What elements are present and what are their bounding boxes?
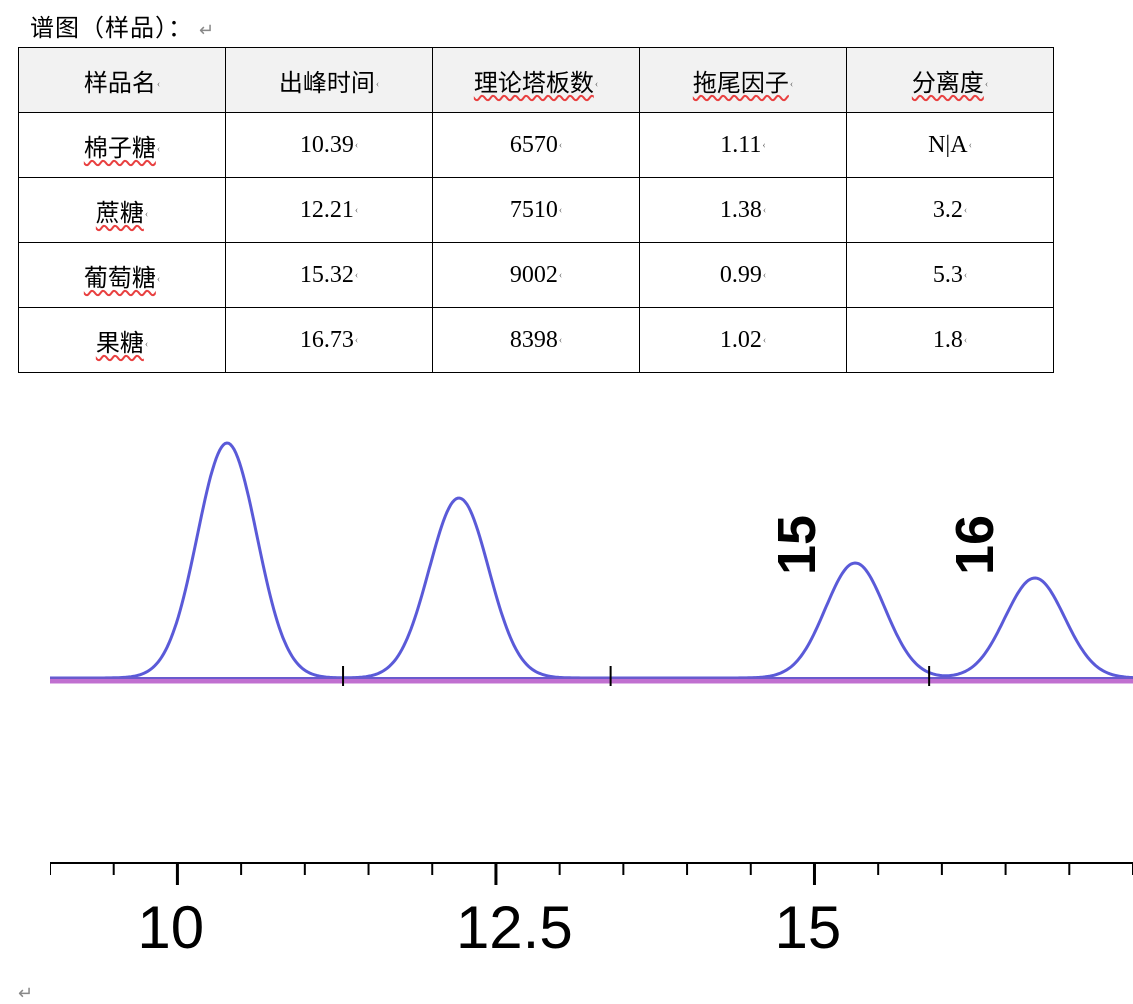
th-tailing: 拖尾因子‹	[640, 48, 847, 113]
table-cell: 1.38‹	[640, 178, 847, 243]
table-cell: 0.99‹	[640, 243, 847, 308]
chromatography-table: 样品名‹ 出峰时间‹ 理论塔板数‹ 拖尾因子‹ 分离度‹ 棉子糖‹10.39‹6…	[18, 47, 1054, 373]
table-row: 葡萄糖‹15.32‹9002‹0.99‹5.3‹	[19, 243, 1054, 308]
table-cell: 蔗糖‹	[19, 178, 226, 243]
table-row: 果糖‹16.73‹8398‹1.02‹1.8‹	[19, 308, 1054, 373]
table-cell: 9002‹	[433, 243, 640, 308]
table-cell: 1.8‹	[847, 308, 1054, 373]
table-cell: 10.39‹	[226, 113, 433, 178]
th-rt: 出峰时间‹	[226, 48, 433, 113]
table-cell: 12.21‹	[226, 178, 433, 243]
axis-tick-label: 12.5	[456, 893, 573, 962]
table-row: 棉子糖‹10.39‹6570‹1.11‹N|A‹	[19, 113, 1054, 178]
table-cell: 1.02‹	[640, 308, 847, 373]
table-cell: 葡萄糖‹	[19, 243, 226, 308]
table-header-row: 样品名‹ 出峰时间‹ 理论塔板数‹ 拖尾因子‹ 分离度‹	[19, 48, 1054, 113]
table-cell: 棉子糖‹	[19, 113, 226, 178]
table-body: 棉子糖‹10.39‹6570‹1.11‹N|A‹蔗糖‹12.21‹7510‹1.…	[19, 113, 1054, 373]
peak-retention-label: 15	[766, 515, 828, 575]
table-cell: N|A‹	[847, 113, 1054, 178]
th-plates: 理论塔板数‹	[433, 48, 640, 113]
paragraph-mark: ↵	[0, 983, 1133, 1004]
page-title: 谱图（样品）： ↵	[0, 0, 1133, 47]
table-cell: 6570‹	[433, 113, 640, 178]
th-resolution: 分离度‹	[847, 48, 1054, 113]
table-row: 蔗糖‹12.21‹7510‹1.38‹3.2‹	[19, 178, 1054, 243]
table-cell: 1.11‹	[640, 113, 847, 178]
peak-retention-label: 16	[944, 515, 1006, 575]
axis-tick-label: 10	[137, 893, 204, 962]
table-cell: 5.3‹	[847, 243, 1054, 308]
table-cell: 15.32‹	[226, 243, 433, 308]
table-cell: 3.2‹	[847, 178, 1054, 243]
th-sample-name: 样品名‹	[19, 48, 226, 113]
table-cell: 16.73‹	[226, 308, 433, 373]
chromatogram-chart: 15 16 10 12.5 15	[50, 433, 1133, 973]
title-text: 谱图（样品）：	[30, 16, 193, 42]
table-cell: 8398‹	[433, 308, 640, 373]
axis-tick-label: 15	[774, 893, 841, 962]
return-mark: ↵	[199, 20, 215, 40]
table-cell: 果糖‹	[19, 308, 226, 373]
table-cell: 7510‹	[433, 178, 640, 243]
